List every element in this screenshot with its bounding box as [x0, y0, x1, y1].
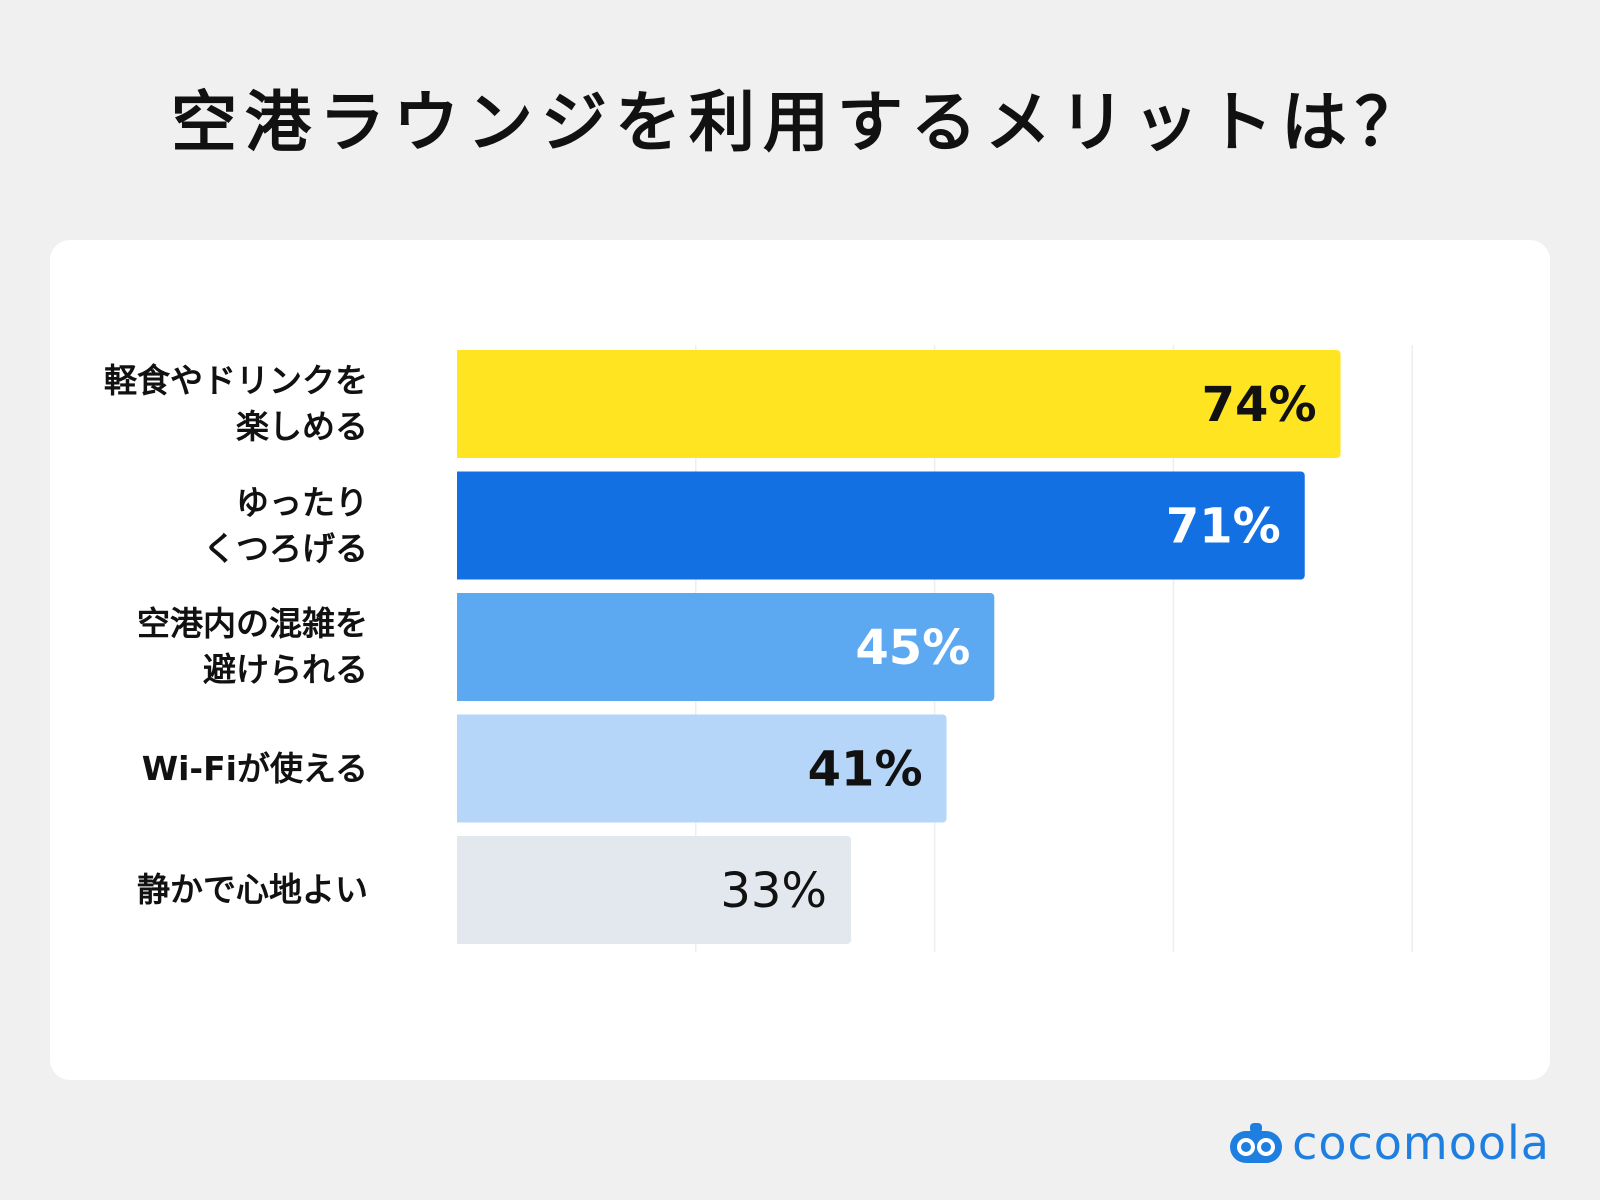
value-label: 45% — [855, 620, 970, 676]
value-label: 33% — [720, 863, 827, 919]
value-label: 74% — [1202, 377, 1317, 433]
category-label: 空港内の混雑を 避けられる — [137, 604, 368, 689]
bar-left-edge — [457, 836, 465, 944]
bar — [457, 471, 1305, 580]
bar-left-edge — [457, 350, 465, 458]
value-label: 41% — [808, 742, 923, 798]
category-label: ゆったり くつろげる — [203, 482, 368, 568]
value-label: 71% — [1166, 499, 1281, 555]
bar-left-edge — [457, 593, 465, 701]
bar-chart: 74% 71% 45% 41% 33% — [457, 345, 1413, 952]
bar-left-edge — [457, 471, 465, 580]
category-label: 静かで心地よい — [137, 870, 368, 909]
chart-card: 74% 71% 45% 41% 33% 軽食やドリンクを 楽しめるゆったり くつろげる空… — [50, 240, 1550, 1080]
bar — [457, 593, 995, 701]
page-title: 空港ラウンジを利用するメリットは？ — [171, 84, 1429, 161]
brand-name: cocomoola — [1292, 1116, 1550, 1170]
bar — [457, 714, 947, 823]
category-label: 軽食やドリンクを 楽しめる — [104, 361, 368, 446]
brand-logo: cocomoola — [1228, 1116, 1550, 1170]
bar-left-edge — [457, 714, 465, 823]
category-label: Wi-Fiが使える — [141, 748, 368, 788]
cocomoola-logo-icon — [1230, 1123, 1283, 1163]
bar — [457, 836, 852, 944]
bar — [457, 350, 1341, 458]
